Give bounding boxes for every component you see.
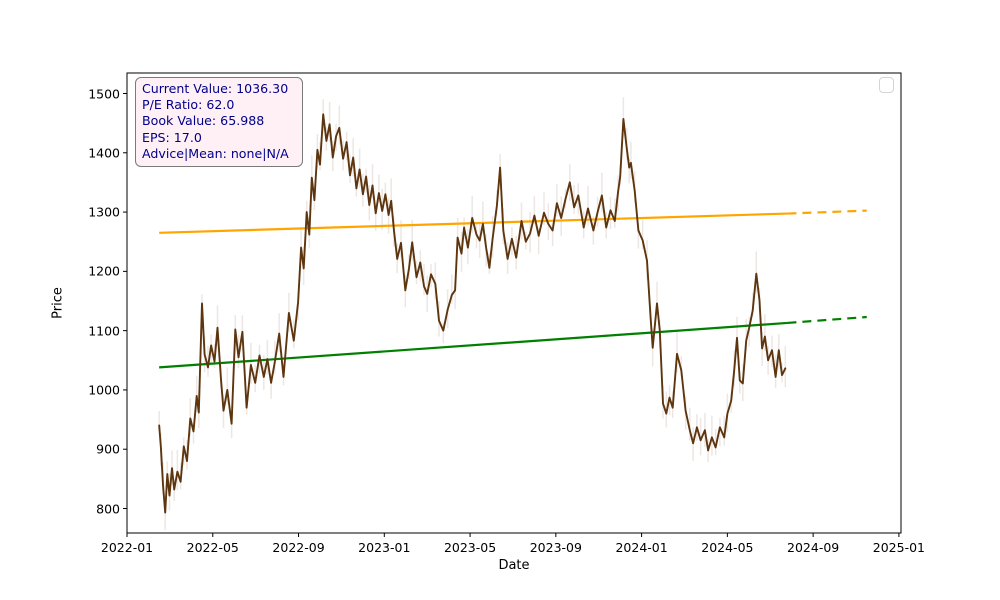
annotation-current-value: Current Value: 1036.30: [142, 81, 289, 96]
x-tick-label: 2023-05: [443, 540, 497, 555]
annotation-pe-ratio: P/E Ratio: 62.0: [142, 97, 235, 113]
x-axis-label: Date: [498, 558, 530, 573]
annotation-advice-mean: Advice|Mean: none|N/A: [142, 145, 289, 161]
y-axis-label: Price: [50, 287, 66, 319]
x-tick-label: 2022-09: [272, 540, 325, 555]
y-tick-label: 800: [96, 501, 120, 516]
plot-frame: [126, 72, 902, 534]
annotation-box: Current Value: 1036.30 P/E Ratio: 62.0 B…: [135, 77, 303, 168]
support-trend-solid: [159, 321, 788, 369]
x-tick-label: 2022-01: [100, 540, 154, 555]
y-tick-label: 1300: [88, 204, 120, 220]
annotation-book-value: Book Value: 65.988: [142, 113, 265, 129]
x-tick-label: 2024-05: [701, 540, 754, 555]
y-tick-label: 1500: [88, 86, 120, 101]
x-tick-label: 2023-09: [529, 540, 582, 555]
price-series-line: [158, 113, 787, 514]
y-tick-label: 1200: [88, 263, 120, 279]
x-tick-label: 2025-01: [872, 540, 926, 555]
annotation-eps: EPS: 17.0: [142, 129, 202, 145]
y-tick-label: 1000: [88, 382, 120, 398]
legend-box: [879, 77, 894, 93]
x-tick-label: 2024-09: [787, 540, 840, 555]
y-tick-label: 900: [96, 441, 120, 457]
x-tick-label: 2022-05: [186, 540, 239, 555]
support-trend-dashed: [787, 315, 867, 325]
x-tick-label: 2024-01: [615, 540, 668, 555]
y-tick-label: 1400: [88, 145, 120, 161]
y-tick-label: 1100: [88, 323, 120, 339]
x-tick-label: 2023-01: [358, 540, 411, 555]
resistance-trend-dashed: [787, 209, 867, 215]
